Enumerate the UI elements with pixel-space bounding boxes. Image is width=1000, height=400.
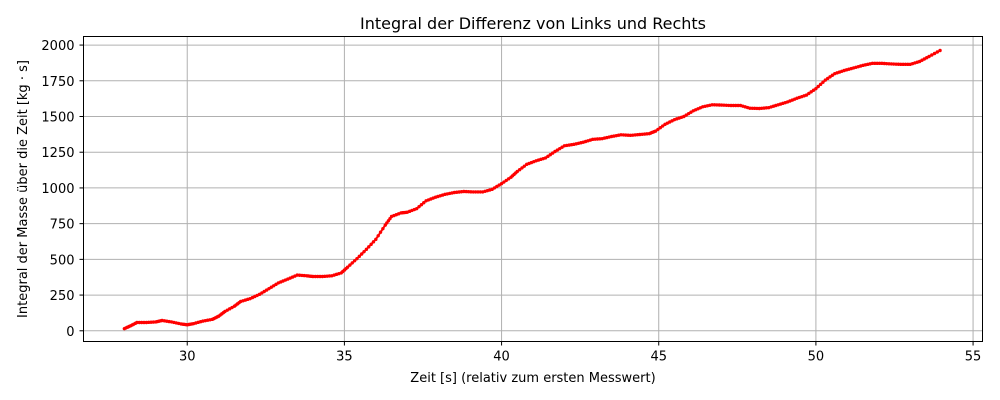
data-point: [473, 190, 478, 194]
y-tick-label: 2000: [41, 39, 74, 54]
data-point: [903, 62, 908, 67]
data-point: [362, 249, 366, 254]
data-point: [932, 51, 937, 56]
data-point: [381, 226, 385, 231]
data-point: [906, 62, 910, 67]
data-point: [374, 237, 378, 242]
x-tick-label: 30: [179, 350, 196, 365]
data-point: [656, 127, 660, 132]
data-point: [313, 274, 318, 279]
data-point: [935, 50, 940, 54]
data-point: [471, 190, 475, 194]
y-tick-label: 500: [50, 253, 75, 268]
data-point: [142, 320, 146, 325]
data-point: [357, 254, 362, 259]
data-point: [371, 240, 376, 244]
data-point: [419, 203, 424, 207]
data-point: [901, 62, 905, 67]
data-point: [877, 61, 882, 66]
data-point: [364, 247, 369, 252]
x-tick-label: 55: [965, 350, 982, 365]
data-point: [355, 256, 359, 261]
data-point: [927, 54, 931, 59]
data-point: [345, 265, 350, 269]
data-point: [378, 230, 383, 234]
data-point: [938, 48, 942, 53]
data-point: [520, 166, 524, 170]
data-point: [870, 61, 875, 66]
chart-title: Integral der Differenz von Links und Rec…: [360, 14, 706, 33]
data-point: [350, 261, 354, 265]
series-line: [123, 49, 941, 330]
data-point: [369, 242, 373, 247]
data-point: [731, 103, 736, 108]
data-point: [311, 274, 315, 279]
data-point: [658, 126, 663, 130]
y-tick-label: 1750: [41, 75, 74, 90]
data-point: [376, 234, 380, 238]
data-point: [135, 320, 139, 325]
data-point: [414, 206, 419, 211]
data-point: [818, 82, 823, 87]
data-point: [814, 86, 818, 91]
data-point: [517, 168, 522, 172]
data-point: [522, 164, 527, 168]
data-point: [821, 80, 825, 84]
y-tick-label: 0: [66, 325, 74, 340]
data-point: [139, 320, 144, 325]
data-point: [653, 129, 658, 133]
data-point: [736, 103, 740, 108]
data-point: [515, 169, 519, 174]
y-tick-label: 250: [50, 289, 75, 304]
data-point: [899, 62, 903, 67]
data-point: [873, 61, 877, 66]
axis-ticks: 30 35 40 45 50 55 0 250 500 750 1000 1250 1500 1750 20…: [41, 39, 981, 364]
data-point: [734, 103, 738, 108]
data-point: [315, 274, 320, 279]
data-point: [417, 204, 421, 209]
data-point: [816, 84, 820, 89]
data-point: [478, 190, 483, 194]
data-point: [348, 263, 352, 267]
x-axis-label: Zeit [s] (relativ zum ersten Messwert): [410, 371, 655, 386]
y-tick-label: 1500: [41, 111, 74, 126]
y-tick-label: 1000: [41, 182, 74, 197]
data-point: [875, 61, 879, 66]
y-axis-label: Integral der Masse über die Zeit [kg · s…: [16, 60, 31, 318]
data-point: [137, 320, 141, 325]
data-series: [122, 48, 942, 331]
data-point: [422, 201, 426, 205]
data-point: [660, 124, 665, 128]
y-tick-label: 1250: [41, 146, 74, 161]
data-point: [352, 259, 357, 263]
data-point: [359, 252, 364, 256]
data-point: [729, 103, 733, 108]
x-tick-label: 40: [493, 350, 510, 365]
plot-frame: [83, 36, 983, 342]
grid: [83, 36, 983, 342]
data-point: [476, 190, 480, 194]
x-tick-label: 45: [650, 350, 667, 365]
y-tick-label: 750: [50, 218, 75, 233]
data-point: [930, 53, 934, 57]
data-point: [367, 245, 371, 249]
x-tick-label: 35: [336, 350, 353, 365]
data-point: [318, 274, 322, 279]
x-tick-label: 50: [808, 350, 825, 365]
